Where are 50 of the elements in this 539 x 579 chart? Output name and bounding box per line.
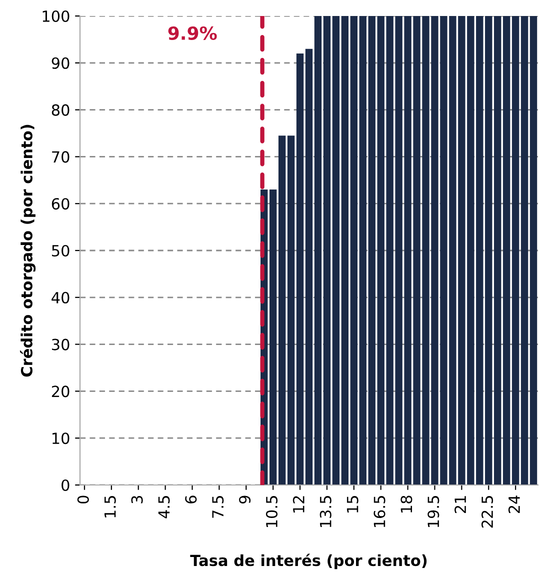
bar <box>314 16 322 485</box>
x-tick-label: 12 <box>292 496 304 512</box>
y-tick-label: 90 <box>52 57 70 69</box>
bar <box>332 16 340 485</box>
y-tick-label: 20 <box>52 386 70 398</box>
y-tick-label: 70 <box>52 151 70 163</box>
x-tick-label: 24 <box>508 496 520 514</box>
bar <box>341 16 349 485</box>
bar <box>368 16 376 485</box>
bar <box>512 16 520 485</box>
bar <box>323 16 331 485</box>
y-tick-label: 60 <box>52 198 70 210</box>
x-tick-label: 0 <box>77 496 89 504</box>
x-tick-label: 13.5 <box>320 496 332 528</box>
y-axis-title: Crédito otorgado (por ciento) <box>20 124 36 377</box>
x-tick-label: 1.5 <box>104 496 116 518</box>
y-tick-label: 10 <box>52 432 70 444</box>
x-tick-label: 19.5 <box>428 496 440 528</box>
x-tick-label: 21 <box>454 496 466 514</box>
bar <box>494 16 502 485</box>
x-tick-label: 15 <box>346 496 358 512</box>
y-tick-label: 30 <box>52 338 70 350</box>
x-axis-title: Tasa de interés (por ciento) <box>190 554 427 570</box>
bar <box>359 16 366 485</box>
bar <box>278 136 286 485</box>
bar <box>485 16 492 485</box>
bar <box>530 16 538 485</box>
bar <box>476 16 484 485</box>
bar <box>269 190 277 485</box>
x-tick-label: 22.5 <box>481 496 494 528</box>
x-tick-label: 6 <box>185 496 197 504</box>
bar <box>520 16 528 485</box>
bar <box>305 48 313 485</box>
x-tick-label: 16.5 <box>374 496 386 528</box>
bar <box>502 16 510 485</box>
x-tick-label: 18 <box>400 496 412 512</box>
y-tick-label: 100 <box>42 10 70 22</box>
ref-line-label: 9.9% <box>168 26 217 40</box>
x-tick-label: 3 <box>131 496 143 504</box>
y-tick-label: 0 <box>62 479 70 492</box>
y-tick-label: 40 <box>52 292 70 304</box>
y-tick-label: 50 <box>52 244 70 257</box>
x-tick-label: 7.5 <box>212 496 224 518</box>
bar <box>350 16 358 485</box>
bar <box>296 54 304 485</box>
y-tick-label: 80 <box>52 104 70 116</box>
x-tick-label: 4.5 <box>158 496 170 518</box>
x-tick-label: 9 <box>239 496 251 504</box>
x-tick-label: 10.5 <box>266 496 278 528</box>
bar <box>287 136 295 485</box>
